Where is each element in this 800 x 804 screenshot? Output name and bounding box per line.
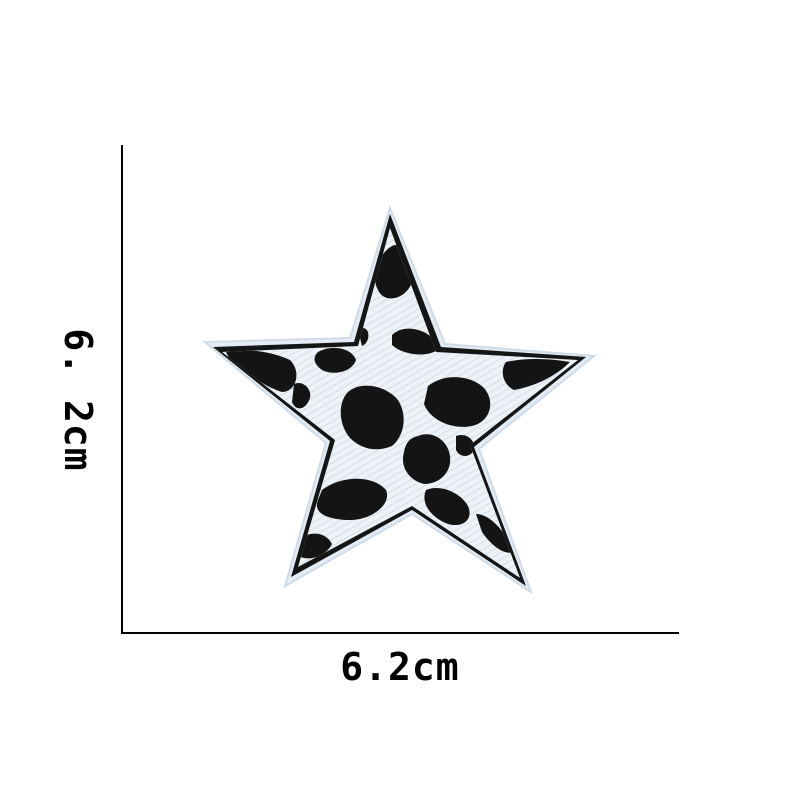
cow-spot (402, 434, 451, 484)
patch-fabric (222, 228, 578, 578)
cow-spot (476, 514, 514, 553)
cow-spot (392, 328, 440, 355)
width-label: 6.2cm (340, 645, 460, 689)
cow-spots (226, 244, 570, 559)
cow-spot (424, 377, 491, 427)
cow-spot (226, 350, 297, 392)
vertical-dimension-line (121, 145, 123, 634)
cow-spot (298, 533, 332, 559)
cow-spot (314, 347, 356, 373)
cow-spot (316, 478, 388, 520)
horizontal-dimension-line (121, 632, 679, 634)
cow-spot (424, 487, 470, 526)
cow-spot (502, 359, 570, 390)
cow-spot (292, 382, 311, 409)
cow-spot (340, 385, 404, 450)
cow-spot (456, 434, 475, 456)
